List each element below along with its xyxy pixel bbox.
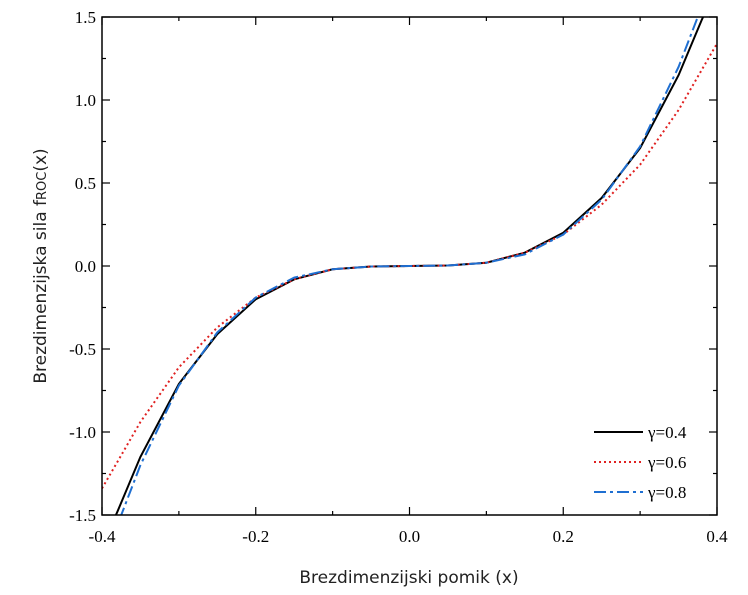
y-axis-label: Brezdimenzijska sila fROC(x) [31,148,51,383]
x-tick-labels: -0.4 -0.2 0.0 0.2 0.4 [89,527,729,546]
x-tick-label: 0.0 [399,527,420,546]
y-tick-labels: -1.5 -1.0 -0.5 0.0 0.5 1.0 1.5 [69,8,96,525]
y-tick-label: -0.5 [69,340,96,359]
legend-label-1: γ=0.6 [647,453,686,472]
y-tick-label: -1.0 [69,423,96,442]
y-tick-label: -1.5 [69,506,96,525]
legend-label-0: γ=0.4 [647,423,687,442]
ticks-layer [101,16,718,516]
x-tick-label: -0.2 [242,527,269,546]
y-tick-label: 0.5 [75,174,96,193]
x-tick-label: -0.4 [89,527,116,546]
legend-label-2: γ=0.8 [647,483,686,502]
x-axis-label: Brezdimenzijski pomik (x) [299,568,518,588]
y-axis-label-subscript: ROC [35,172,50,200]
y-tick-label: 1.5 [75,8,96,27]
y-axis-label-main: Brezdimenzijska sila f [31,199,51,384]
x-tick-label: 0.2 [553,527,574,546]
series-line-0 [114,17,705,515]
y-tick-label: 1.0 [75,91,96,110]
y-tick-label: 0.0 [75,257,96,276]
series-layer [102,17,717,515]
x-tick-label: 0.4 [706,527,728,546]
series-line-2 [120,17,699,515]
y-axis-label-suffix: (x) [31,148,51,171]
legend: γ=0.4 γ=0.6 γ=0.8 [594,423,687,502]
